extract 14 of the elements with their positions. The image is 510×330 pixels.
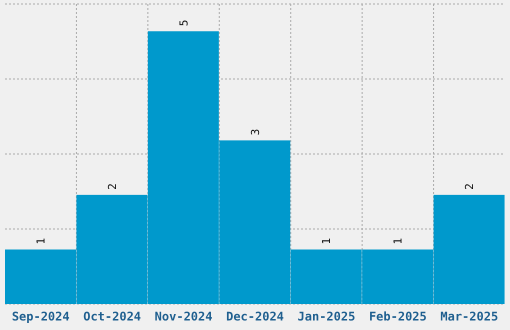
data-label: 5: [177, 20, 190, 26]
x-tick-label: Nov-2024: [154, 310, 212, 324]
x-tick-label: Sep-2024: [12, 310, 70, 324]
data-label: 2: [106, 183, 119, 190]
x-tick-label: Oct-2024: [83, 310, 142, 324]
x-tick-label: Mar-2025: [440, 310, 498, 324]
x-tick-label: Feb-2025: [368, 310, 427, 324]
x-tick-label: Dec-2024: [226, 310, 284, 324]
data-label: 1: [34, 238, 48, 244]
data-label: 1: [320, 238, 334, 244]
data-label: 1: [392, 238, 405, 244]
data-label: 2: [463, 183, 476, 190]
x-tick-label: Jan-2025: [298, 310, 356, 324]
data-label: 3: [248, 128, 262, 136]
